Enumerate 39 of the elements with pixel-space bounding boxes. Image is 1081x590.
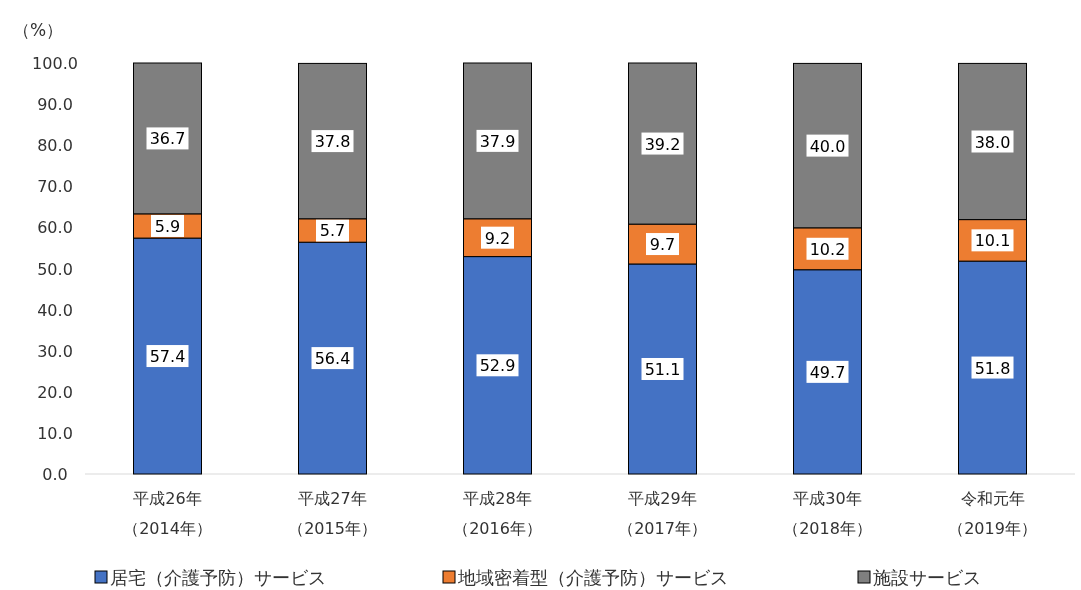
data-label: 51.8	[974, 358, 1011, 378]
x-tick-label: 令和元年（2019年）	[948, 489, 1037, 538]
x-tick-label: 平成28年（2016年）	[453, 489, 542, 538]
x-tick-label: 平成30年（2018年）	[783, 489, 872, 538]
data-label: 57.4	[149, 347, 186, 367]
data-label: 39.2	[644, 134, 681, 154]
y-tick-label: 40.0	[37, 300, 73, 320]
data-label: 37.9	[479, 131, 516, 151]
data-label: 9.2	[484, 228, 511, 248]
data-label: 40.0	[809, 136, 846, 156]
data-label: 49.7	[809, 362, 846, 382]
data-label: 37.8	[314, 132, 351, 152]
data-label: 5.7	[319, 221, 346, 241]
legend-label: 地域密着型（介護予防）サービス	[457, 567, 728, 588]
x-tick-label: 平成29年（2017年）	[618, 489, 707, 538]
y-tick-label: 10.0	[37, 423, 73, 443]
data-label: 38.0	[974, 132, 1011, 152]
y-tick-label: 60.0	[37, 218, 73, 238]
y-axis-title: （%）	[12, 20, 64, 40]
x-tick-label: 平成27年（2015年）	[288, 489, 377, 538]
data-label: 51.1	[644, 359, 681, 379]
legend-label: 居宅（介護予防）サービス	[110, 567, 326, 588]
legend-label: 施設サービス	[873, 567, 981, 588]
y-tick-label: 70.0	[37, 177, 73, 197]
data-label: 36.7	[149, 129, 186, 149]
data-label: 52.9	[479, 356, 516, 376]
y-tick-label: 80.0	[37, 136, 73, 156]
data-label: 5.9	[154, 216, 181, 236]
data-label: 10.2	[809, 239, 846, 259]
data-label: 10.1	[974, 231, 1011, 251]
x-tick-label: 平成26年（2014年）	[123, 489, 212, 538]
y-tick-label: 100.0	[32, 54, 78, 73]
y-tick-label: 20.0	[37, 382, 73, 402]
y-tick-label: 0.0	[42, 465, 68, 484]
data-label: 9.7	[649, 235, 676, 255]
y-tick-label: 90.0	[37, 95, 73, 115]
y-tick-label: 30.0	[37, 341, 73, 361]
data-label: 56.4	[314, 349, 351, 369]
y-tick-label: 50.0	[37, 259, 73, 279]
